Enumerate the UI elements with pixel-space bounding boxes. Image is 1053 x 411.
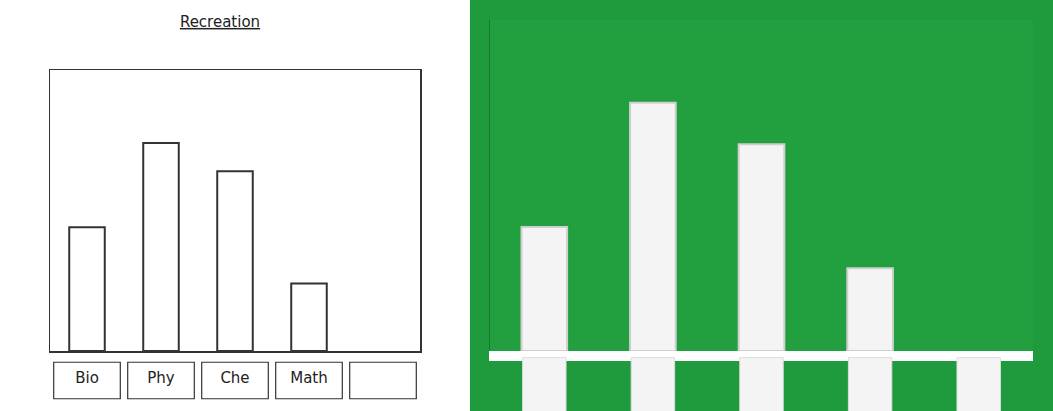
svg-text:Recreation: Recreation [180,13,260,31]
svg-text:Phy: Phy [147,369,175,387]
svg-text:Bio: Bio [75,369,99,387]
svg-text:Math: Math [290,369,328,387]
svg-text:Che: Che [220,369,249,387]
